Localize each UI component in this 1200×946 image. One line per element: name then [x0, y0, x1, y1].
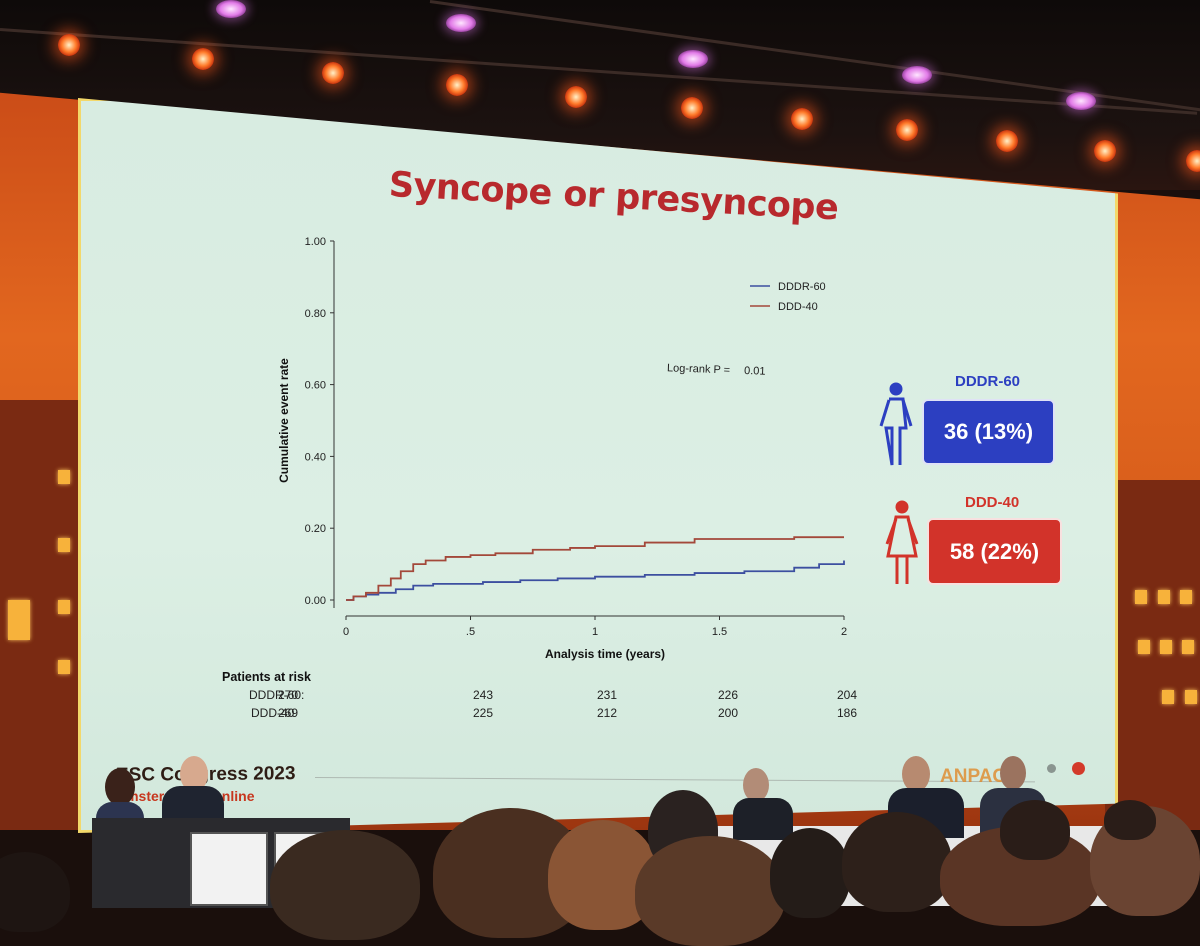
risk-cell: 226: [718, 688, 739, 702]
building-window: [1138, 640, 1150, 654]
risk-row-label: DDD-40: [251, 706, 295, 720]
building-window: [1160, 640, 1172, 654]
person-icon: [879, 382, 913, 466]
stage-light: [322, 62, 344, 84]
chart-axes: 0.00 0.20 0.40 0.60 0.80 1.00 0 .5 1 1.5 2 Analysis…: [277, 236, 847, 661]
chart-curves: [346, 536, 845, 601]
y-tick-label: 1.00: [305, 236, 326, 248]
risk-row-label: DDDR-60:: [249, 688, 305, 702]
building-window: [8, 600, 30, 640]
risk-cell: 231: [597, 688, 618, 702]
stage-light: [1094, 140, 1116, 162]
building-window: [1180, 590, 1192, 604]
stage-light: [996, 130, 1018, 152]
audience-head: [1104, 800, 1156, 840]
footer-dot: [1047, 764, 1056, 773]
risk-cell: 186: [837, 706, 858, 720]
x-axis-label: Analysis time (years): [545, 647, 665, 661]
stage-light: [1186, 150, 1200, 172]
risk-cell: 269: [278, 706, 299, 720]
trial-logo: ANPACE: [940, 766, 1019, 787]
series-line-ddd40: [346, 536, 844, 601]
building-window: [58, 660, 70, 674]
risk-cell: 200: [718, 706, 739, 720]
building-window: [1185, 690, 1197, 704]
footer-dot: [1072, 762, 1085, 775]
audience-head: [842, 812, 952, 912]
x-tick-label: .5: [466, 626, 475, 638]
y-tick-label: 0.60: [305, 380, 326, 392]
y-tick-label: 0.40: [305, 451, 326, 463]
chart-legend: DDDR-60 DDD-40: [750, 281, 826, 313]
building-window: [1158, 590, 1170, 604]
y-tick-label: 0.00: [305, 595, 326, 607]
log-rank-value: 0.01: [743, 364, 766, 378]
audience-head: [635, 836, 785, 946]
building-window: [58, 470, 70, 484]
km-chart: 0.00 0.20 0.40 0.60 0.80 1.00 0 .5 1 1.5 2 Analysis…: [277, 236, 848, 661]
spot-light: [216, 0, 246, 18]
building-window: [1162, 690, 1174, 704]
panelist: [733, 768, 793, 840]
presentation-slide: [78, 98, 1118, 833]
result-box-dddr60: 36 (13%): [922, 399, 1055, 465]
building-window: [58, 538, 70, 552]
stage-light: [58, 34, 80, 56]
audience-head: [770, 828, 850, 918]
spot-light: [446, 14, 476, 32]
spot-light: [678, 50, 708, 68]
y-tick-label: 0.80: [305, 308, 326, 320]
stage-light: [192, 48, 214, 70]
x-tick-label: 0: [343, 626, 349, 638]
risk-table-header: Patients at risk: [222, 670, 311, 684]
series-line-dddr60: [346, 560, 845, 601]
building-window: [1135, 590, 1147, 604]
group-label-ddd40: DDD-40: [965, 494, 1020, 511]
risk-cell: 270: [278, 688, 299, 702]
risk-cell: 243: [473, 688, 494, 702]
group-label-dddr60: DDDR-60: [955, 373, 1021, 390]
spot-light: [902, 66, 932, 84]
stage-light: [681, 97, 703, 119]
log-rank-label: Log-rank P =: [666, 362, 731, 377]
x-tick-label: 1.5: [712, 626, 727, 638]
y-tick-label: 0.20: [305, 523, 326, 535]
stage-light: [896, 119, 918, 141]
building-window: [1182, 640, 1194, 654]
building-window: [58, 600, 70, 614]
risk-cell: 212: [597, 706, 618, 720]
result-box-ddd40: 58 (22%): [927, 518, 1062, 585]
y-axis-label: Cumulative event rate: [277, 358, 291, 483]
stage-light: [565, 86, 587, 108]
person-icon: [885, 500, 919, 584]
risk-cell: 204: [837, 688, 858, 702]
audience-head: [270, 830, 420, 940]
podium-monitor: [190, 832, 268, 906]
stage-light: [446, 74, 468, 96]
building-silhouette: [1105, 480, 1200, 830]
legend-label: DDD-40: [778, 301, 818, 313]
audience-head: [1000, 800, 1070, 860]
spot-light: [1066, 92, 1096, 110]
x-tick-label: 2: [841, 626, 847, 638]
x-tick-label: 1: [592, 626, 598, 638]
risk-cell: 225: [473, 706, 494, 720]
legend-label: DDDR-60: [778, 281, 826, 293]
stage-light: [791, 108, 813, 130]
